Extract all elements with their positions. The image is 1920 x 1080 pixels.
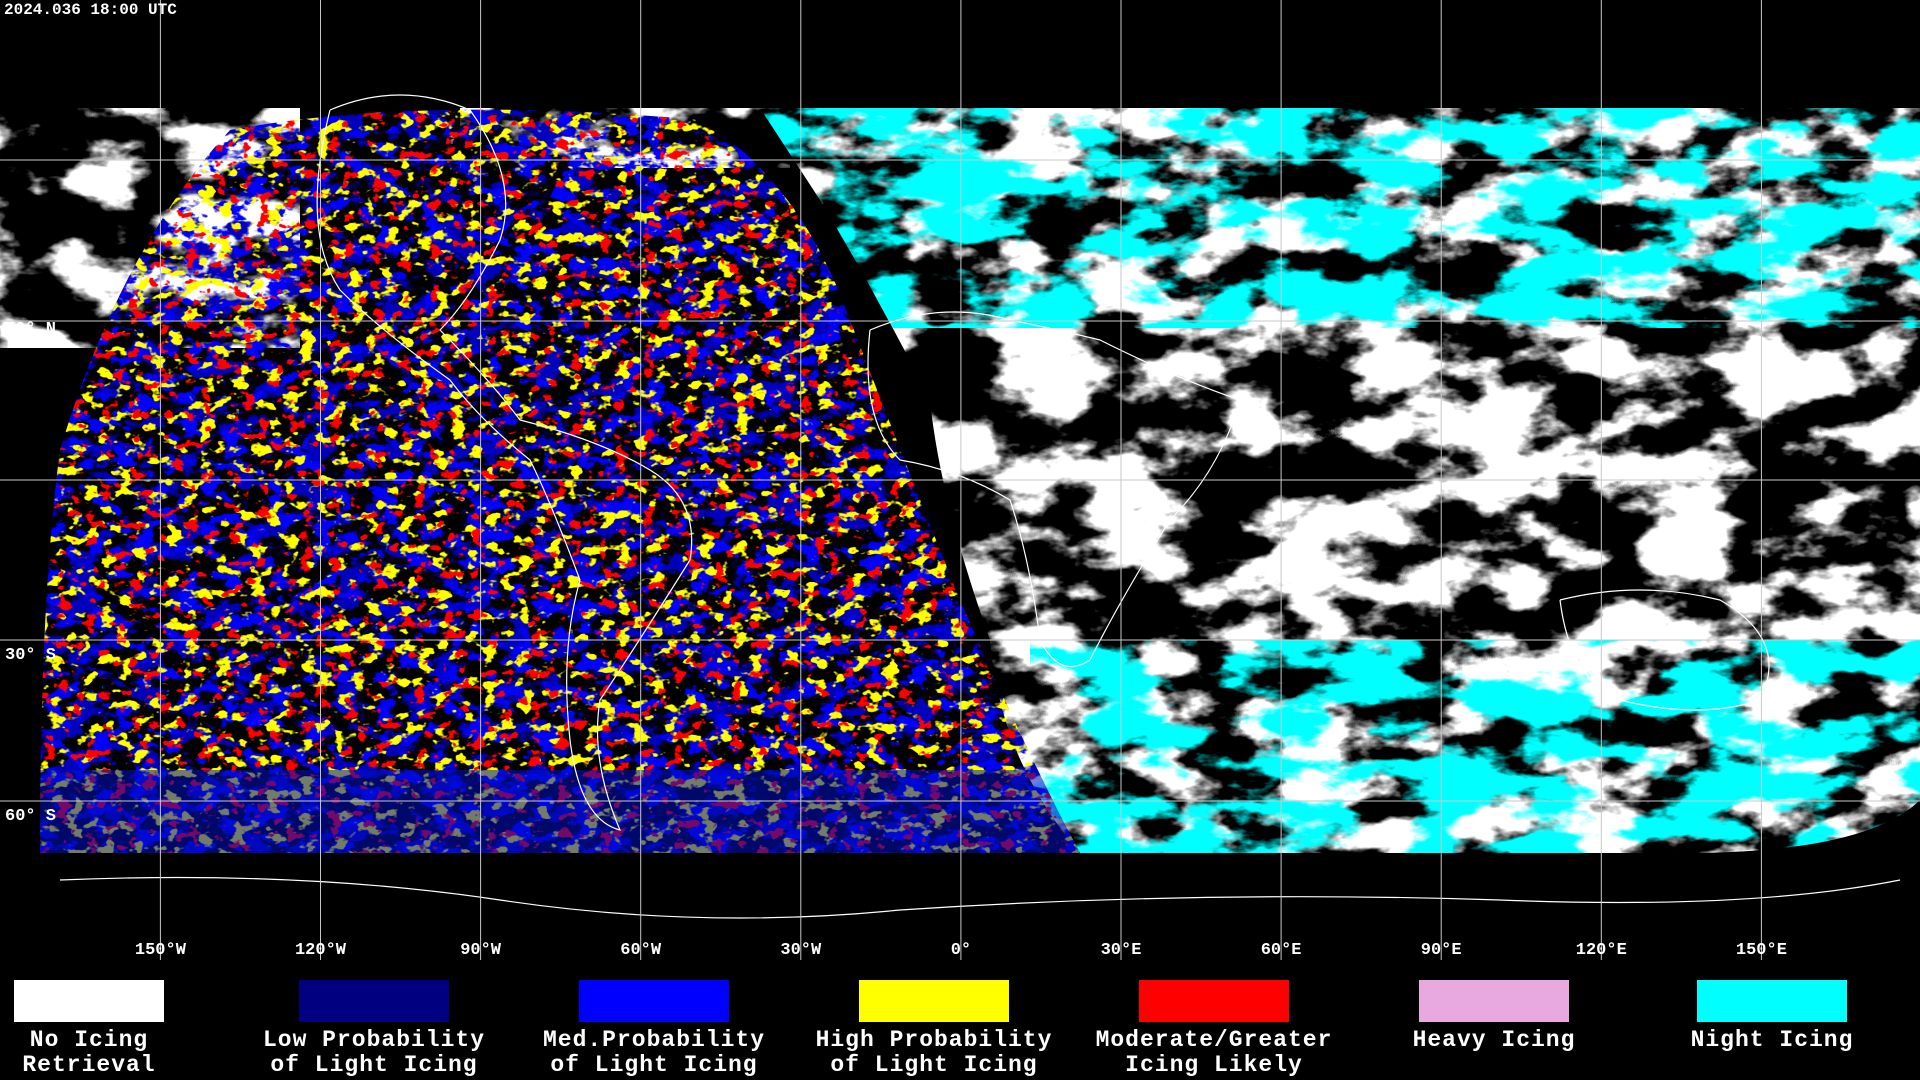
legend-label: of Light Icing — [270, 1052, 477, 1078]
longitude-label: 30°E — [1101, 941, 1142, 960]
longitude-label: 90°W — [460, 941, 502, 960]
longitude-label: 30°W — [780, 941, 822, 960]
legend-swatch — [1419, 980, 1569, 1022]
legend-swatch — [859, 980, 1009, 1022]
longitude-label: 120°E — [1576, 941, 1627, 960]
longitude-label: 150°E — [1736, 941, 1787, 960]
legend-swatch — [579, 980, 729, 1022]
graticule — [0, 0, 1920, 960]
night-icing-region — [1030, 640, 1920, 853]
africa-coast — [867, 311, 1241, 668]
icing-speckles — [40, 109, 1080, 853]
longitude-label: 90°E — [1421, 941, 1462, 960]
americas-coast — [316, 94, 693, 831]
legend-swatch — [299, 980, 449, 1022]
antarctica-coast — [59, 876, 1901, 919]
longitude-label: 150°W — [135, 941, 187, 960]
legend-swatch — [1697, 980, 1847, 1022]
legend-label: Heavy Icing — [1413, 1027, 1576, 1053]
southern-ocean-band — [40, 770, 1080, 853]
latitude-label: 60° S — [5, 807, 56, 826]
australia-coast — [1559, 589, 1770, 711]
longitude-label: 120°W — [295, 941, 347, 960]
legend-label: Retrieval — [22, 1052, 155, 1078]
legend-swatch — [1139, 980, 1289, 1022]
legend-label: of Light Icing — [830, 1052, 1037, 1078]
legend-label: of Light Icing — [550, 1052, 757, 1078]
legend-label: Night Icing — [1691, 1027, 1854, 1053]
latitude-label: 30° S — [5, 646, 56, 665]
legend-label: No Icing — [30, 1027, 148, 1053]
coastlines — [59, 94, 1901, 919]
night-icing-region — [760, 108, 1920, 328]
longitude-label: 60°W — [620, 941, 662, 960]
latitude-label: 30° N — [5, 320, 56, 339]
longitude-label: 60°E — [1261, 941, 1302, 960]
legend-label: Low Probability — [263, 1027, 485, 1053]
legend-swatch — [14, 980, 164, 1022]
legend-label: High Probability — [816, 1027, 1053, 1053]
longitude-label: 0° — [951, 941, 971, 960]
graticule-labels: 150°W 120°W 90°W 60°W 30°W 0° 30°E 60°E 90°E 120°… — [5, 320, 1787, 960]
legend-label: Med.Probability — [543, 1027, 765, 1053]
legend-label: Moderate/Greater — [1096, 1027, 1333, 1053]
legend-label: Icing Likely — [1125, 1052, 1303, 1078]
timestamp: 2024.036 18:00 UTC — [4, 1, 177, 19]
